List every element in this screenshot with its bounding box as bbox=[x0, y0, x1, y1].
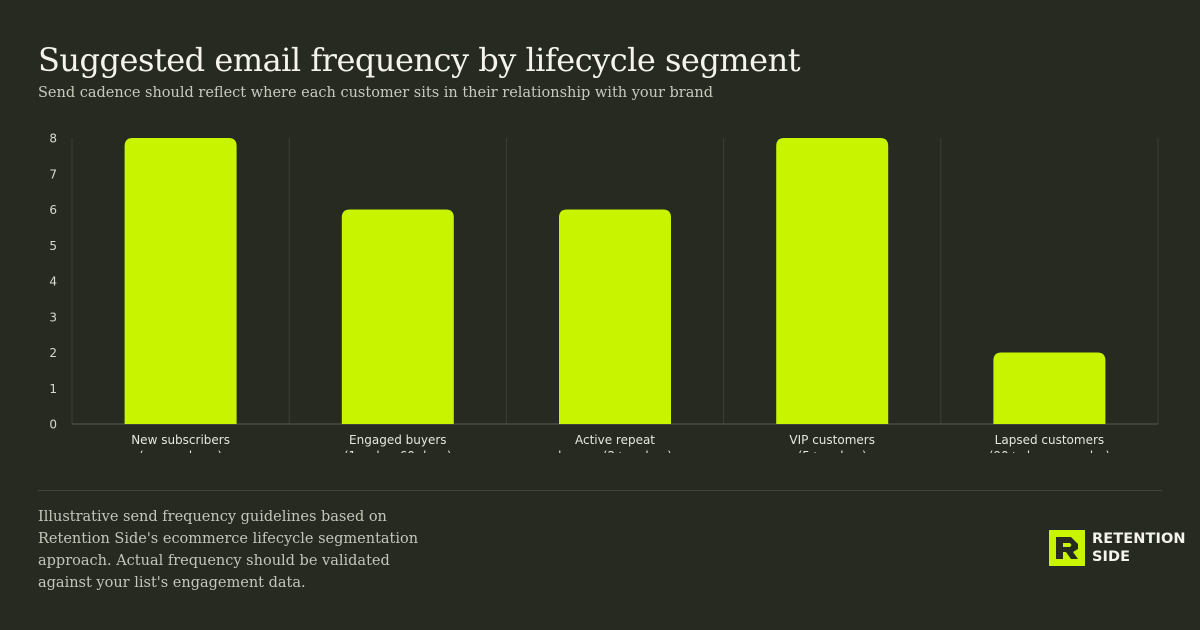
bars bbox=[124, 138, 1106, 424]
retention-side-logo-icon bbox=[1049, 530, 1085, 566]
bar-chart: 0 1 2 3 4 5 6 7 8 New subscribers (no purchase) En… bbox=[49, 132, 1159, 460]
y-tick-label: 2 bbox=[49, 346, 57, 360]
y-tick-label: 0 bbox=[49, 418, 57, 432]
y-tick-label: 8 bbox=[49, 132, 57, 146]
x-tick-label: Lapsed customers (90+ days no order) bbox=[989, 433, 1110, 460]
bar bbox=[124, 138, 237, 424]
y-tick-label: 6 bbox=[49, 203, 57, 217]
x-tick-label-line: (90+ days no order) bbox=[989, 449, 1110, 460]
y-tick-label: 3 bbox=[49, 310, 57, 324]
x-tick-label: VIP customers (5+ orders) bbox=[789, 433, 875, 460]
footnote: Illustrative send frequency guidelines b… bbox=[38, 509, 419, 591]
x-tick-label-line: Engaged buyers bbox=[349, 433, 446, 447]
bar bbox=[341, 209, 454, 424]
y-tick-label: 7 bbox=[49, 167, 57, 181]
y-tick-label: 5 bbox=[49, 239, 57, 253]
x-tick-label: Active repeat buyers (2+ orders) bbox=[558, 433, 672, 460]
x-tick-label-line: (1 order, 60 days) bbox=[344, 449, 452, 460]
x-axis-labels: New subscribers (no purchase) Engaged buye… bbox=[131, 433, 1110, 460]
y-tick-label: 4 bbox=[49, 275, 57, 289]
y-axis-ticks: 0 1 2 3 4 5 6 7 8 bbox=[49, 132, 57, 432]
chart-title: Suggested email frequency by lifecycle s… bbox=[38, 41, 801, 79]
logo-line-2: SIDE bbox=[1092, 549, 1131, 565]
x-tick-label-line: VIP customers bbox=[789, 433, 875, 447]
x-tick-label-line: Active repeat bbox=[575, 433, 655, 447]
x-tick-label-line: (no purchase) bbox=[139, 449, 222, 460]
x-tick-label-line: Lapsed customers bbox=[995, 433, 1104, 447]
logo-line-1: RETENTION bbox=[1092, 531, 1186, 547]
x-tick-label-line: (5+ orders) bbox=[798, 449, 867, 460]
bar bbox=[559, 209, 671, 424]
x-tick-label-line: New subscribers bbox=[131, 433, 230, 447]
brand-logo: RETENTION SIDE bbox=[1049, 530, 1186, 566]
footer-divider bbox=[38, 490, 1162, 491]
x-tick-label-line: buyers (2+ orders) bbox=[558, 449, 672, 460]
chart-subtitle: Send cadence should reflect where each c… bbox=[38, 85, 714, 101]
logo-wordmark: RETENTION SIDE bbox=[1092, 530, 1186, 566]
bar bbox=[776, 138, 889, 424]
y-tick-label: 1 bbox=[49, 382, 57, 396]
bar bbox=[993, 352, 1106, 424]
x-tick-label: New subscribers (no purchase) bbox=[131, 433, 230, 460]
x-tick-label: Engaged buyers (1 order, 60 days) bbox=[344, 433, 452, 460]
